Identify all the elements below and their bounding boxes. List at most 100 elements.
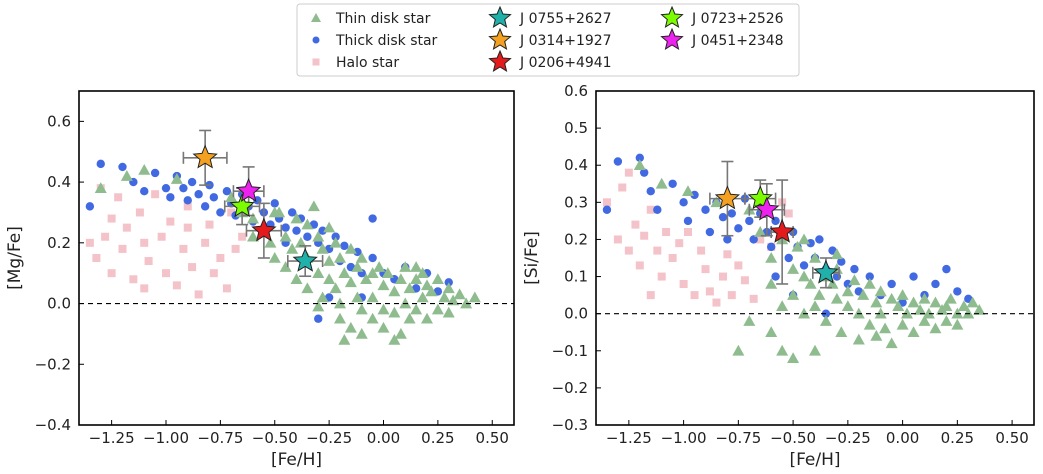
halo-point xyxy=(728,291,736,299)
thick-disk-point xyxy=(668,180,676,188)
thin-disk-point xyxy=(345,322,357,333)
thin-disk-point xyxy=(432,273,444,284)
y-tick-label: −0.2 xyxy=(35,355,71,373)
thin-disk-point xyxy=(378,304,390,315)
data-layer xyxy=(79,130,514,344)
thin-disk-point xyxy=(919,293,931,304)
x-tick-label: 0.00 xyxy=(367,429,400,447)
thick-disk-point xyxy=(194,190,202,198)
halo-point xyxy=(741,276,749,284)
halo-point xyxy=(158,233,166,241)
thick-disk-point xyxy=(771,272,779,280)
thin-disk-point xyxy=(330,237,342,248)
halo-point xyxy=(145,257,153,265)
halo-point xyxy=(223,284,231,292)
thin-disk-point xyxy=(853,334,865,345)
thick-disk-point xyxy=(216,208,224,216)
y-tick-label: 0.6 xyxy=(47,112,71,130)
thin-disk-point xyxy=(776,345,788,356)
thin-disk-point xyxy=(776,300,788,311)
thin-disk-point xyxy=(121,170,133,181)
legend-label: J 0755+2627 xyxy=(519,11,612,27)
thin-disk-point xyxy=(798,271,810,282)
thin-disk-point xyxy=(410,304,422,315)
x-tick-label: −1.25 xyxy=(606,429,652,447)
thick-disk-point xyxy=(292,226,300,234)
halo-point xyxy=(785,209,793,217)
thick-disk-point xyxy=(271,199,279,207)
halo-point xyxy=(684,228,692,236)
halo-point xyxy=(636,261,644,269)
x-tick-label: −0.25 xyxy=(306,429,352,447)
y-tick-label: 0.2 xyxy=(564,230,588,248)
y-tick-label: 0.4 xyxy=(47,173,71,191)
thin-disk-point xyxy=(809,345,821,356)
legend-label: J 0314+1927 xyxy=(519,33,612,49)
halo-point xyxy=(719,273,727,281)
thin-disk-point xyxy=(798,233,810,244)
halo-point xyxy=(119,245,127,253)
thin-disk-point xyxy=(835,326,847,337)
halo-point xyxy=(92,254,100,262)
halo-point xyxy=(691,291,699,299)
thin-disk-point xyxy=(886,337,898,348)
halo-point xyxy=(195,290,203,298)
x-tick-label: 0.25 xyxy=(941,429,974,447)
thick-disk-point xyxy=(118,163,126,171)
halo-point xyxy=(108,215,116,223)
thin-disk-point xyxy=(787,263,799,274)
thin-disk-point xyxy=(809,300,821,311)
thin-disk-point xyxy=(378,322,390,333)
thin-disk-point xyxy=(138,164,150,175)
halo-point xyxy=(750,295,758,303)
thick-disk-point xyxy=(340,242,348,250)
halo-point xyxy=(647,291,655,299)
thin-disk-point xyxy=(682,185,694,196)
halo-point xyxy=(140,239,148,247)
thin-disk-point xyxy=(388,285,400,296)
x-tick-label: 0.50 xyxy=(995,429,1028,447)
x-tick-label: −1.25 xyxy=(89,429,135,447)
halo-point xyxy=(184,224,192,232)
thin-disk-point xyxy=(879,323,891,334)
halo-point xyxy=(702,265,710,273)
thin-disk-point xyxy=(454,288,466,299)
halo-point xyxy=(136,208,144,216)
mg-fe-panel: −1.25 −1.00 −0.75 −0.50 −0.25 0.00 0.25 0.50−0.… xyxy=(5,91,514,470)
thin-disk-point xyxy=(634,159,646,170)
thin-disk-point xyxy=(417,291,429,302)
thin-disk-point xyxy=(908,326,920,337)
thick-disk-point xyxy=(653,206,661,214)
y-tick-label: 0.4 xyxy=(564,156,588,174)
thin-disk-point xyxy=(831,293,843,304)
thick-disk-point xyxy=(303,233,311,241)
halo-point xyxy=(101,233,109,241)
thick-disk-point xyxy=(368,214,376,222)
x-tick-label: −0.75 xyxy=(715,429,761,447)
thin-disk-point xyxy=(864,278,876,289)
thin-disk-point xyxy=(443,307,455,318)
halo-point xyxy=(675,239,683,247)
thick-disk-point xyxy=(887,280,895,288)
thin-disk-point xyxy=(388,307,400,318)
thin-disk-point xyxy=(334,252,346,263)
figure: −1.25 −1.00 −0.75 −0.50 −0.25 0.00 0.25 0.50−0.… xyxy=(0,0,1043,474)
thin-disk-point xyxy=(308,200,320,211)
data-layer xyxy=(596,154,1034,363)
thin-disk-point xyxy=(432,304,444,315)
halo-point xyxy=(680,280,688,288)
halo-point xyxy=(108,269,116,277)
thin-disk-point xyxy=(338,334,350,345)
halo-point xyxy=(662,228,670,236)
x-axis-label: [Fe/H] xyxy=(789,450,840,470)
thin-disk-point xyxy=(280,261,292,272)
thick-disk-point xyxy=(97,160,105,168)
thin-disk-point xyxy=(842,285,854,296)
x-tick-label: −0.50 xyxy=(770,429,816,447)
legend-label: Halo star xyxy=(336,55,399,71)
thick-disk-point xyxy=(909,272,917,280)
halo-point xyxy=(232,245,240,253)
halo-point xyxy=(201,239,209,247)
thin-disk-point xyxy=(269,252,281,263)
halo-point xyxy=(86,239,94,247)
